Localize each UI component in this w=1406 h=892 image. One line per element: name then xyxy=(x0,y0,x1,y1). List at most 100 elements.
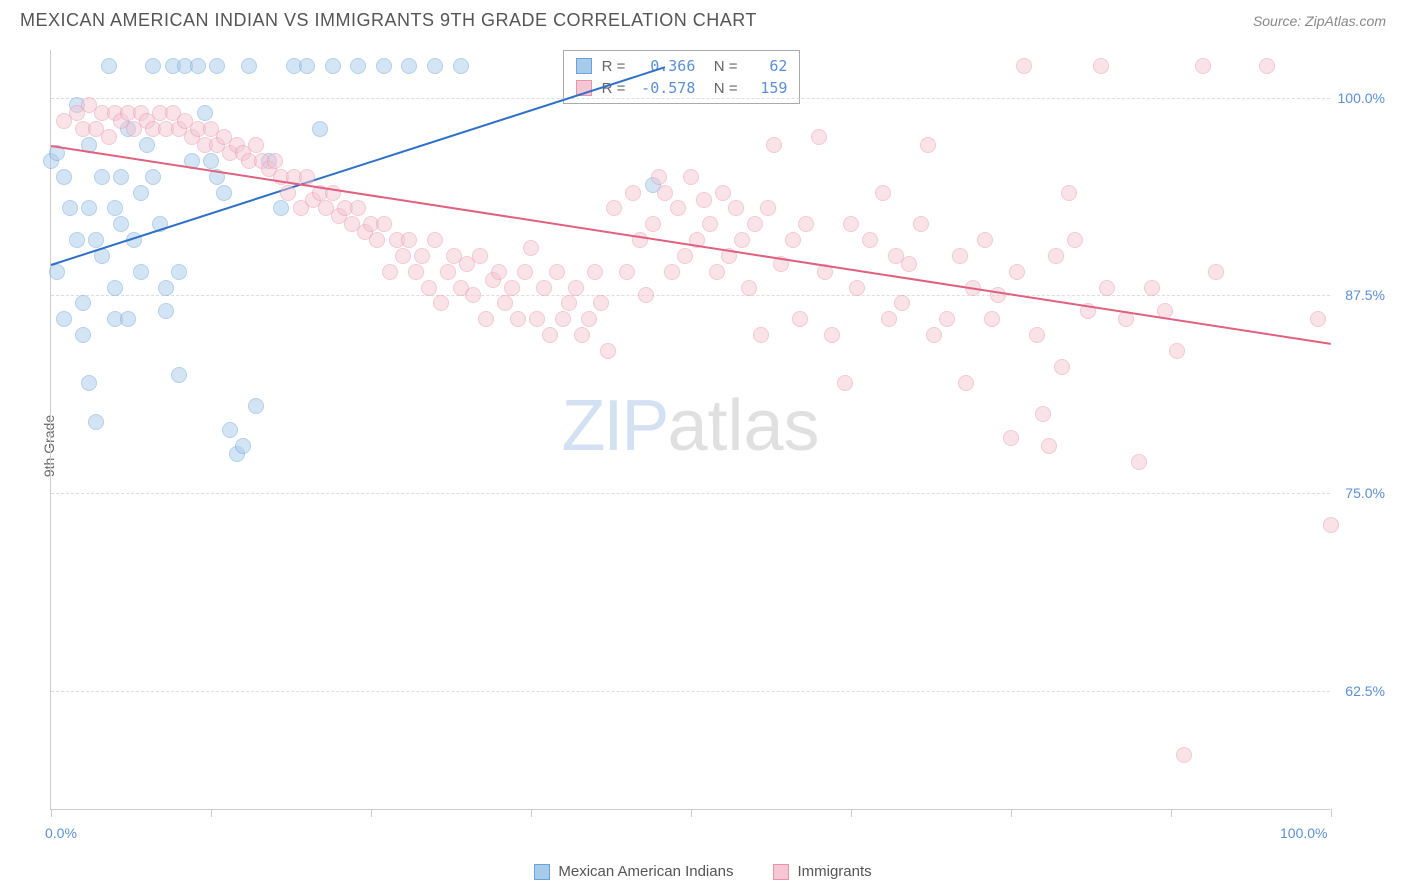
r-value-series2: -0.578 xyxy=(635,79,695,97)
scatter-point xyxy=(139,137,155,153)
scatter-point xyxy=(517,264,533,280)
scatter-point xyxy=(1035,406,1051,422)
scatter-point xyxy=(619,264,635,280)
scatter-point xyxy=(1067,232,1083,248)
correlation-stats-box: R = 0.366 N = 62 R = -0.578 N = 159 xyxy=(563,50,801,104)
stats-row-series1: R = 0.366 N = 62 xyxy=(576,55,788,77)
n-value-series2: 159 xyxy=(747,79,787,97)
scatter-point xyxy=(837,375,853,391)
legend-item-series1: Mexican American Indians xyxy=(534,863,733,880)
scatter-point xyxy=(197,105,213,121)
scatter-point xyxy=(849,280,865,296)
scatter-point xyxy=(574,327,590,343)
scatter-point xyxy=(536,280,552,296)
scatter-point xyxy=(81,375,97,391)
chart-header: MEXICAN AMERICAN INDIAN VS IMMIGRANTS 9T… xyxy=(0,0,1406,31)
scatter-point xyxy=(1099,280,1115,296)
x-tick xyxy=(1171,809,1172,817)
scatter-point xyxy=(203,153,219,169)
scatter-point xyxy=(747,216,763,232)
x-tick xyxy=(531,809,532,817)
scatter-point xyxy=(267,153,283,169)
scatter-point xyxy=(734,232,750,248)
scatter-point xyxy=(491,264,507,280)
scatter-point xyxy=(862,232,878,248)
scatter-point xyxy=(670,200,686,216)
scatter-point xyxy=(664,264,680,280)
chart-title: MEXICAN AMERICAN INDIAN VS IMMIGRANTS 9T… xyxy=(20,10,757,31)
scatter-point xyxy=(1054,359,1070,375)
scatter-point xyxy=(145,169,161,185)
scatter-point xyxy=(107,280,123,296)
scatter-point xyxy=(952,248,968,264)
scatter-point xyxy=(939,311,955,327)
gridline xyxy=(51,493,1330,494)
scatter-point xyxy=(120,311,136,327)
scatter-point xyxy=(101,58,117,74)
scatter-point xyxy=(625,185,641,201)
scatter-point xyxy=(472,248,488,264)
scatter-point xyxy=(875,185,891,201)
scatter-point xyxy=(523,240,539,256)
n-label: N = xyxy=(705,80,737,97)
scatter-point xyxy=(280,185,296,201)
scatter-point xyxy=(843,216,859,232)
scatter-point xyxy=(49,264,65,280)
scatter-point xyxy=(113,216,129,232)
scatter-point xyxy=(56,311,72,327)
scatter-point xyxy=(401,58,417,74)
scatter-point xyxy=(785,232,801,248)
scatter-point xyxy=(107,200,123,216)
scatter-point xyxy=(1195,58,1211,74)
scatter-point xyxy=(581,311,597,327)
scatter-point xyxy=(69,232,85,248)
scatter-point xyxy=(696,192,712,208)
scatter-point xyxy=(94,169,110,185)
scatter-point xyxy=(382,264,398,280)
scatter-point xyxy=(350,200,366,216)
scatter-point xyxy=(901,256,917,272)
scatter-point xyxy=(427,58,443,74)
y-tick-label: 75.0% xyxy=(1345,485,1385,501)
scatter-point xyxy=(440,264,456,280)
legend-swatch-series1 xyxy=(534,864,550,880)
scatter-point xyxy=(510,311,526,327)
scatter-point xyxy=(395,248,411,264)
scatter-point xyxy=(414,248,430,264)
y-tick-label: 87.5% xyxy=(1345,287,1385,303)
x-tick xyxy=(1011,809,1012,817)
scatter-point xyxy=(715,185,731,201)
scatter-point xyxy=(421,280,437,296)
scatter-point xyxy=(190,58,206,74)
scatter-point xyxy=(133,264,149,280)
scatter-point xyxy=(593,295,609,311)
scatter-point xyxy=(171,367,187,383)
scatter-point xyxy=(1003,430,1019,446)
gridline xyxy=(51,295,1330,296)
scatter-point xyxy=(1061,185,1077,201)
gridline xyxy=(51,98,1330,99)
scatter-point xyxy=(158,280,174,296)
scatter-point xyxy=(958,375,974,391)
legend-label-series2: Immigrants xyxy=(797,863,871,880)
n-label: N = xyxy=(705,58,737,75)
legend-swatch-series2 xyxy=(773,864,789,880)
scatter-point xyxy=(568,280,584,296)
legend-item-series2: Immigrants xyxy=(773,863,871,880)
swatch-series1 xyxy=(576,58,592,74)
scatter-point xyxy=(145,58,161,74)
scatter-point xyxy=(453,58,469,74)
scatter-point xyxy=(913,216,929,232)
scatter-point xyxy=(728,200,744,216)
scatter-point xyxy=(88,414,104,430)
scatter-point xyxy=(433,295,449,311)
r-label: R = xyxy=(602,58,626,75)
scatter-point xyxy=(1041,438,1057,454)
chart-legend: Mexican American Indians Immigrants xyxy=(0,863,1406,880)
scatter-point xyxy=(56,169,72,185)
scatter-point xyxy=(81,200,97,216)
scatter-point xyxy=(1169,343,1185,359)
scatter-point xyxy=(241,58,257,74)
x-tick xyxy=(371,809,372,817)
scatter-point xyxy=(222,422,238,438)
